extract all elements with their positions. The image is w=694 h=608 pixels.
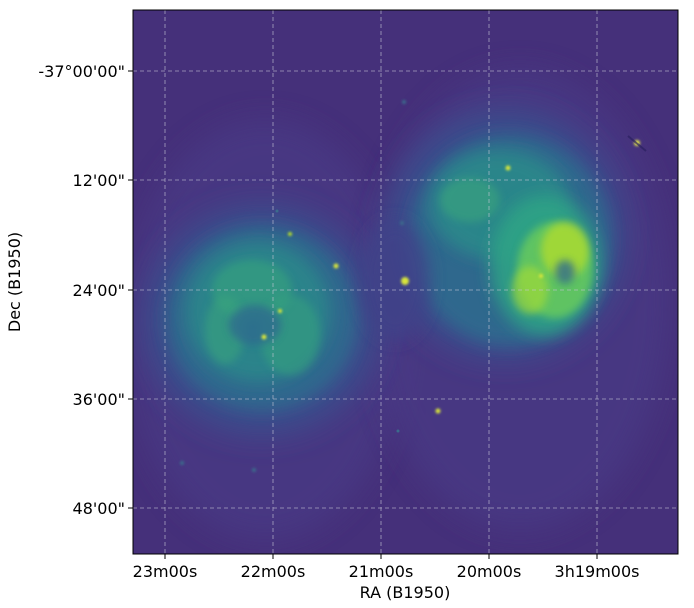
x-axis-label: RA (B1950) xyxy=(360,583,451,602)
plot-frame xyxy=(132,9,679,555)
x-tick-label: 20m00s xyxy=(457,562,522,581)
y-tick-label: 12'00" xyxy=(73,171,125,190)
y-tick-label: -37°00'00" xyxy=(38,62,125,81)
y-tick-label: 24'00" xyxy=(73,281,125,300)
x-tick-label: 21m00s xyxy=(349,562,414,581)
right-radio-lobe xyxy=(385,110,625,360)
x-tick-label: 22m00s xyxy=(241,562,306,581)
x-tick-label: 3h19m00s xyxy=(555,562,640,581)
sky-image xyxy=(133,10,678,554)
tick-marks xyxy=(128,70,598,559)
y-tick-label: 48'00" xyxy=(73,499,125,518)
point-sources xyxy=(180,100,647,472)
y-tick-label: 36'00" xyxy=(73,390,125,409)
y-axis-label: Dec (B1950) xyxy=(5,232,24,332)
x-tick-label: 23m00s xyxy=(133,562,198,581)
left-radio-lobe xyxy=(144,205,380,435)
